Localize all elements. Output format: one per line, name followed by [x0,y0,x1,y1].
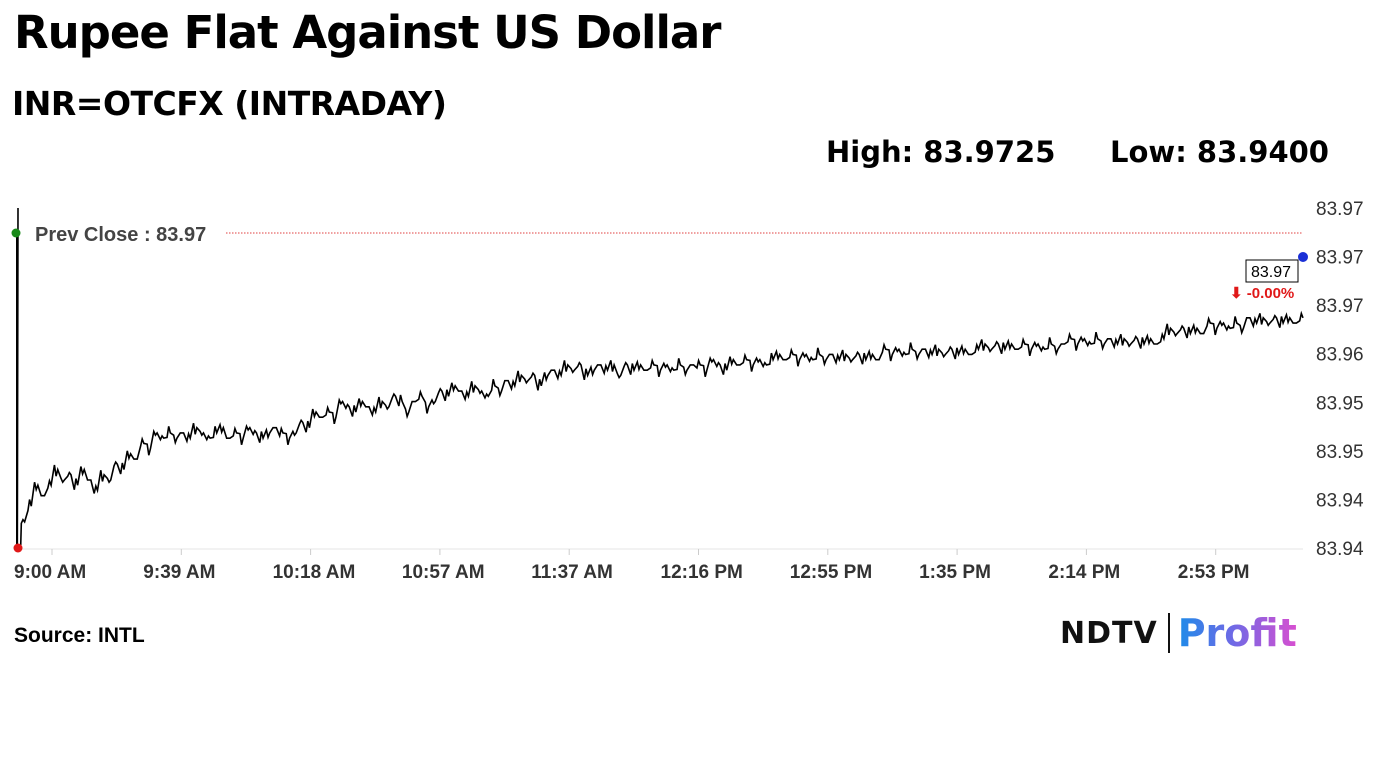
brand-logo: NDTV Profit [1060,610,1297,656]
y-tick-label: 83.94 [1316,490,1364,511]
high-value: High: 83.9725 [826,135,1056,169]
low-marker [13,543,23,553]
intraday-chart: 83.97 83.97 83.97 83.96 83.95 83.95 83.94 83.94… [11,199,1364,583]
y-tick-label: 83.97 [1316,248,1364,269]
x-tick-label: 11:37 AM [531,562,613,583]
x-tick-label: 12:16 PM [661,562,743,583]
x-axis: 9:00 AM 9:39 AM 10:18 AM 10:57 AM 11:37 AM 12… [14,548,1303,583]
x-tick-label: 2:14 PM [1048,562,1120,583]
x-tick-label: 9:00 AM [14,562,86,583]
source-note: Source: INTL [14,624,145,647]
last-price-marker [1298,252,1308,262]
y-tick-label: 83.97 [1316,296,1364,317]
chart-title: Rupee Flat Against US Dollar [14,6,721,59]
brand-divider [1167,613,1170,653]
y-tick-label: 83.95 [1316,442,1364,463]
x-tick-label: 10:18 AM [273,562,356,583]
brand-primary: NDTV [1060,615,1158,651]
y-tick-label: 83.95 [1316,393,1364,414]
low-value: Low: 83.9400 [1110,135,1329,169]
chart-subtitle: INR=OTCFX (INTRADAY) [12,84,447,123]
open-marker [11,228,21,238]
x-tick-label: 10:57 AM [402,562,485,583]
y-tick-label: 83.94 [1316,539,1364,560]
y-tick-label: 83.96 [1316,345,1364,366]
x-tick-label: 12:55 PM [790,562,872,583]
last-price-value: 83.97 [1251,264,1291,281]
price-series-line [16,207,1304,552]
change-percent: ⬇ -0.00% [1230,285,1294,302]
last-price-badge-bg [1245,259,1299,283]
last-price-badge: 83.97 ⬇ -0.00% [1230,259,1299,302]
y-axis: 83.97 83.97 83.97 83.96 83.95 83.95 83.94 83.94 [1316,199,1364,560]
y-tick-label: 83.97 [1316,199,1364,220]
x-tick-label: 1:35 PM [919,562,991,583]
x-tick-label: 2:53 PM [1178,562,1250,583]
brand-secondary: Profit [1177,611,1297,655]
x-tick-label: 9:39 AM [143,562,215,583]
prev-close-label: Prev Close : 83.97 [35,224,206,246]
